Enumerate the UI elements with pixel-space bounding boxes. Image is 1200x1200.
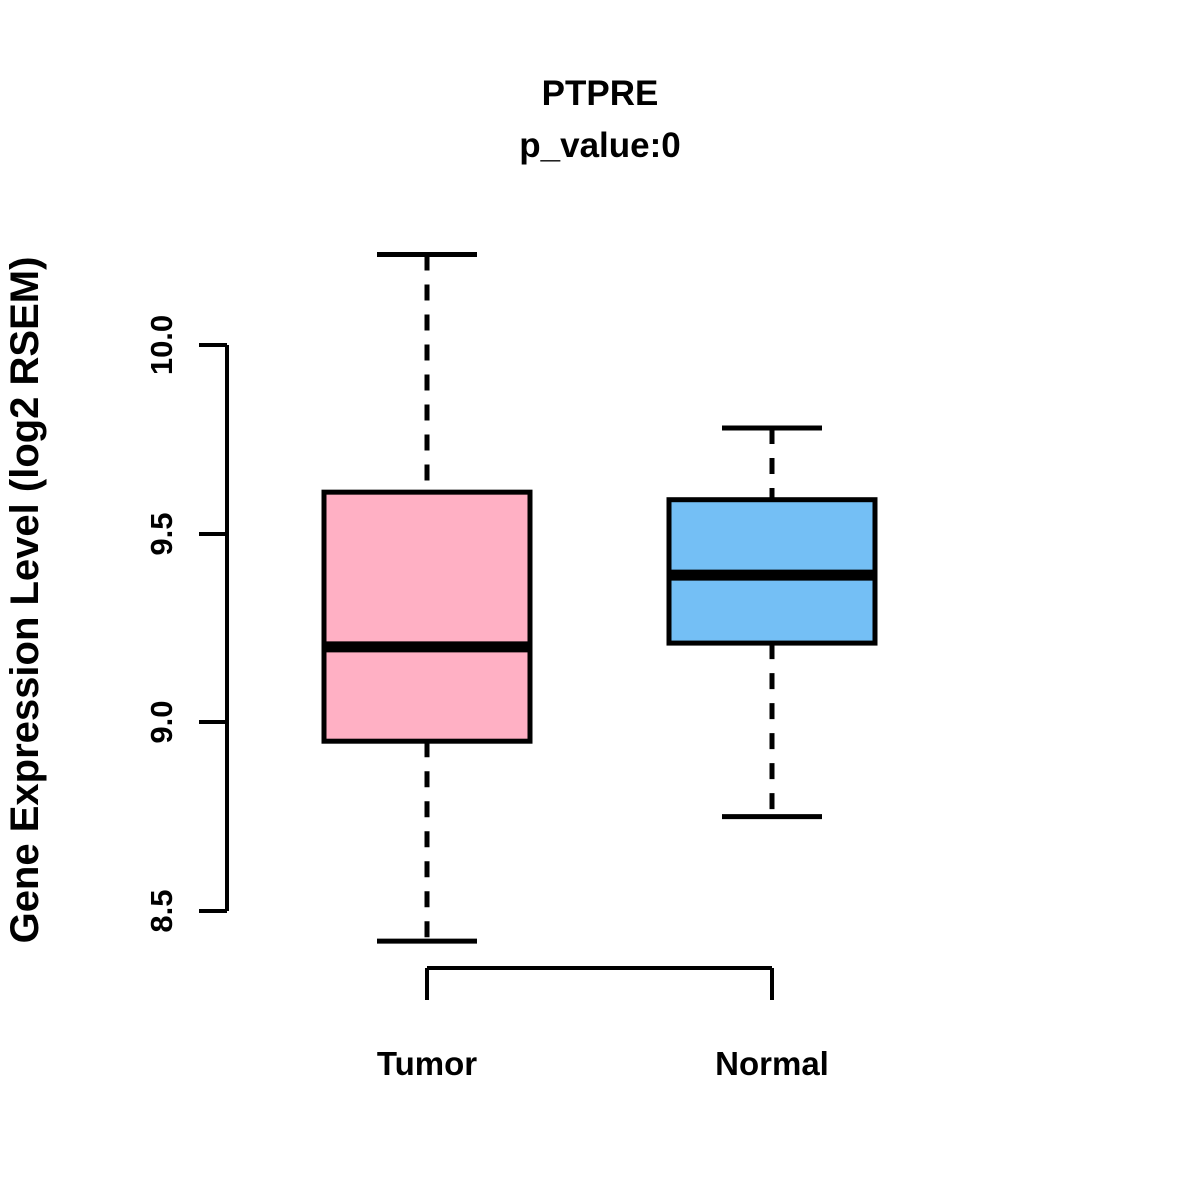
y-axis: 10.0 9.5 9.0 8.5	[144, 315, 229, 933]
y-axis-label-9-5: 9.5	[144, 512, 179, 555]
box-normal	[666, 425, 878, 820]
y-axis-label-10: 10.0	[144, 315, 179, 375]
x-axis-label-normal: Normal	[715, 1045, 829, 1082]
box-tumor	[321, 251, 533, 944]
x-axis-label-tumor: Tumor	[377, 1045, 477, 1082]
y-axis-title: Gene Expression Level (log2 RSEM)	[3, 257, 47, 944]
chart-subtitle: p_value:0	[519, 126, 680, 165]
y-axis-label-8-5: 8.5	[144, 889, 179, 932]
x-axis: Tumor Normal	[377, 966, 829, 1082]
chart-title: PTPRE	[542, 74, 659, 113]
y-axis-label-9-0: 9.0	[144, 700, 179, 743]
tumor-box-rect	[321, 489, 533, 744]
